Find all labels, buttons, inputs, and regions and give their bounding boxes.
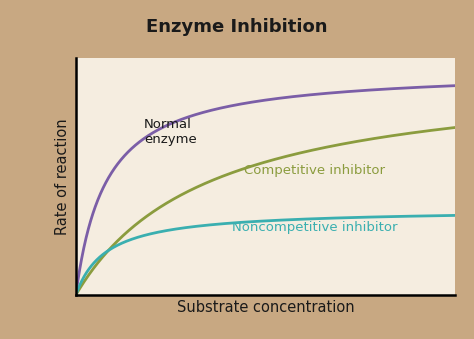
Text: Competitive inhibitor: Competitive inhibitor — [244, 164, 385, 177]
Text: Normal
enzyme: Normal enzyme — [144, 118, 197, 146]
Y-axis label: Rate of reaction: Rate of reaction — [55, 118, 70, 235]
Text: Noncompetitive inhibitor: Noncompetitive inhibitor — [232, 221, 398, 234]
X-axis label: Substrate concentration: Substrate concentration — [177, 300, 354, 316]
Text: Enzyme Inhibition: Enzyme Inhibition — [146, 18, 328, 36]
